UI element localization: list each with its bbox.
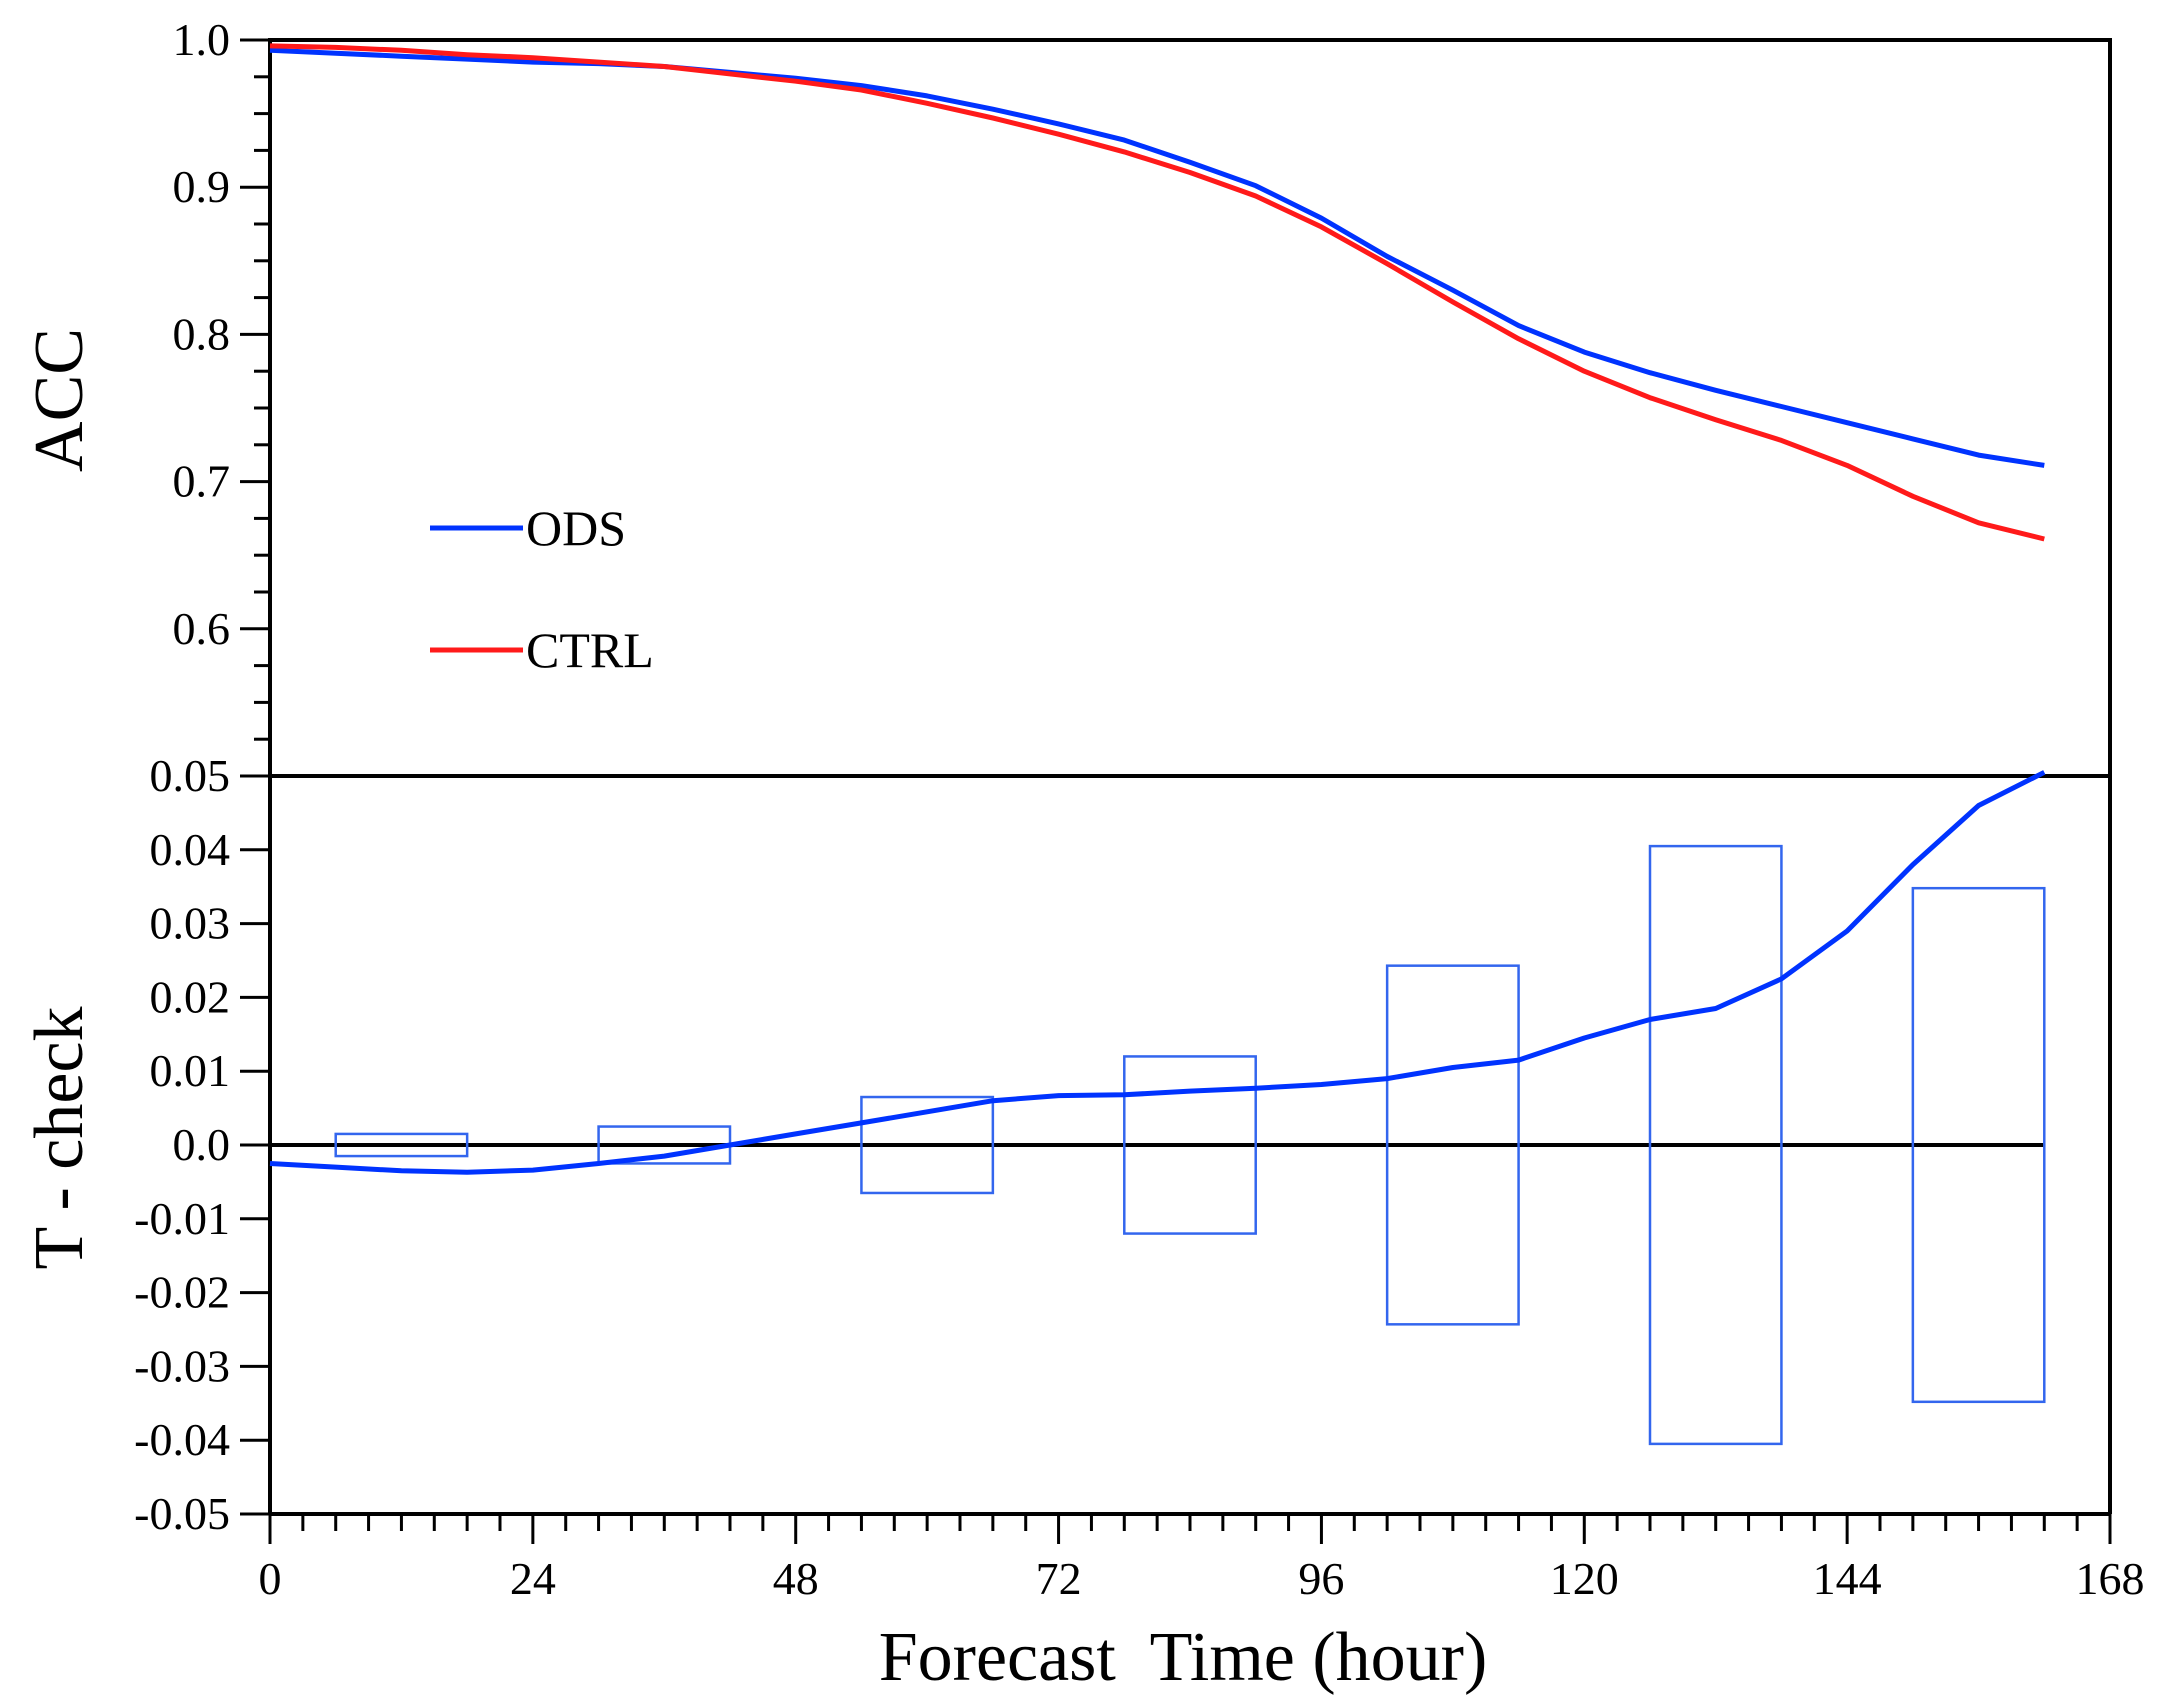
significance-bar-3 [860, 1095, 995, 1195]
x-axis-title: Forecast Time (hour) [879, 1619, 1488, 1696]
t-check-y-tick-label: 0.03 [150, 898, 231, 949]
t-check-difference-line [269, 770, 2046, 1175]
significance-bar-7 [1911, 886, 2046, 1404]
legend: ODS CTRL [430, 500, 654, 678]
legend-label-ctrl: CTRL [526, 622, 654, 678]
t-check-axis-title: T - check [21, 1006, 98, 1269]
x-tick-label: 0 [259, 1553, 282, 1604]
acc-y-tick-label: 1.0 [173, 14, 231, 65]
x-axis: 0 24 48 72 96 120 144 168 [259, 40, 2145, 1604]
x-tick-label: 96 [1298, 1553, 1344, 1604]
x-tick-label: 144 [1813, 1553, 1882, 1604]
significance-bar-5 [1385, 964, 1520, 1326]
x-tick-label: 168 [2076, 1553, 2145, 1604]
acc-y-tick-label: 0.6 [173, 603, 231, 654]
t-check-y-tick-label: -0.01 [134, 1193, 230, 1244]
acc-y-tick-label: 0.8 [173, 308, 231, 359]
acc-series-line-ods [269, 47, 2045, 468]
t-check-y-tick-label: 0.02 [150, 971, 231, 1022]
acc-axis-title: ACC [21, 328, 98, 472]
significance-bar-1 [334, 1132, 469, 1158]
acc-series-line-ctrl [269, 43, 2045, 542]
acc-panel: 1.0 0.9 0.8 0.7 0.6 [173, 14, 2112, 778]
t-check-y-tick-label: 0.0 [173, 1119, 231, 1170]
t-check-y-tick-label: -0.02 [134, 1267, 230, 1318]
acc-y-tick-label: 0.7 [173, 456, 231, 507]
legend-label-ods: ODS [526, 500, 626, 556]
t-check-y-tick-label: 0.05 [150, 750, 231, 801]
t-check-y-tick-label: -0.04 [134, 1414, 230, 1465]
t-check-y-tick-label: -0.05 [134, 1488, 230, 1539]
acc-y-tick-label: 0.9 [173, 161, 231, 212]
t-check-y-tick-label: -0.03 [134, 1340, 230, 1391]
x-tick-label: 48 [773, 1553, 819, 1604]
t-check-panel: 0.05 0.04 0.03 0.02 0.01 0.0 -0.01 -0.02 -0.03 -0… [134, 750, 2110, 1539]
significance-bar-4 [1123, 1055, 1257, 1235]
significance-bar-6 [1648, 844, 1783, 1446]
x-tick-label: 120 [1550, 1553, 1619, 1604]
x-tick-label: 72 [1036, 1553, 1082, 1604]
x-tick-label: 24 [510, 1553, 556, 1604]
t-check-y-tick-label: 0.04 [150, 824, 231, 875]
t-check-y-tick-label: 0.01 [150, 1045, 231, 1096]
